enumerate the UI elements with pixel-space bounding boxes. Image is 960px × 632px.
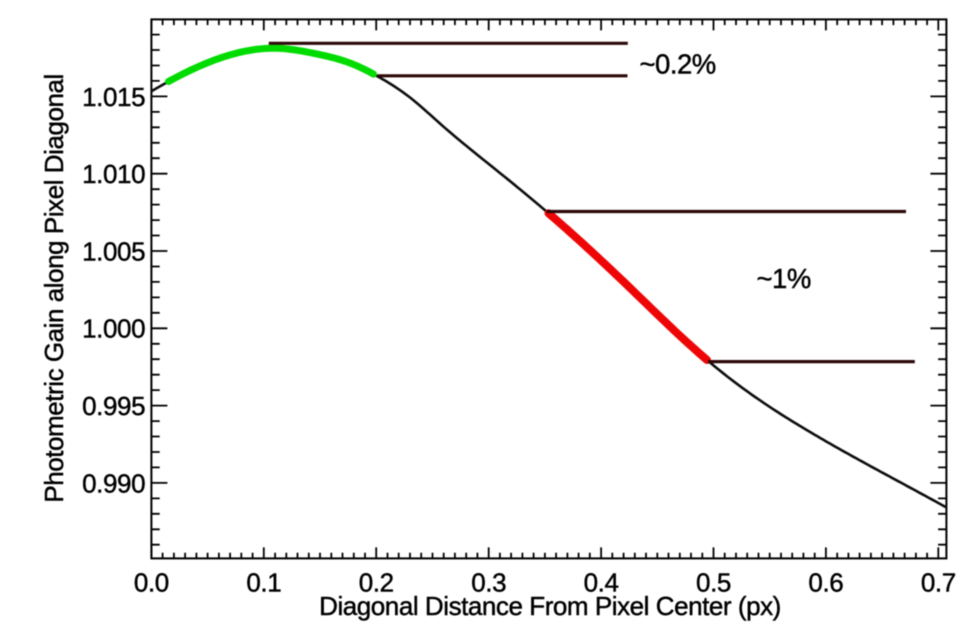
svg-text:0.3: 0.3 <box>471 567 506 597</box>
svg-text:1.010: 1.010 <box>82 159 145 189</box>
svg-text:0.5: 0.5 <box>696 567 731 597</box>
svg-text:0.7: 0.7 <box>921 567 956 597</box>
svg-text:Photometric Gain along Pixel D: Photometric Gain along Pixel Diagonal <box>39 74 69 503</box>
svg-text:~0.2%: ~0.2% <box>640 48 716 79</box>
svg-text:1.015: 1.015 <box>82 82 145 112</box>
svg-text:~1%: ~1% <box>757 263 811 294</box>
svg-text:0.6: 0.6 <box>808 567 843 597</box>
svg-text:0.995: 0.995 <box>82 391 145 421</box>
svg-text:1.005: 1.005 <box>82 236 145 266</box>
svg-text:0.2: 0.2 <box>359 567 394 597</box>
svg-text:Diagonal Distance From Pixel C: Diagonal Distance From Pixel Center (px) <box>319 591 781 621</box>
svg-text:1.000: 1.000 <box>82 314 145 344</box>
svg-text:0.990: 0.990 <box>82 468 145 498</box>
svg-text:0.4: 0.4 <box>584 567 619 597</box>
svg-text:0.0: 0.0 <box>134 567 169 597</box>
svg-text:0.1: 0.1 <box>246 567 281 597</box>
